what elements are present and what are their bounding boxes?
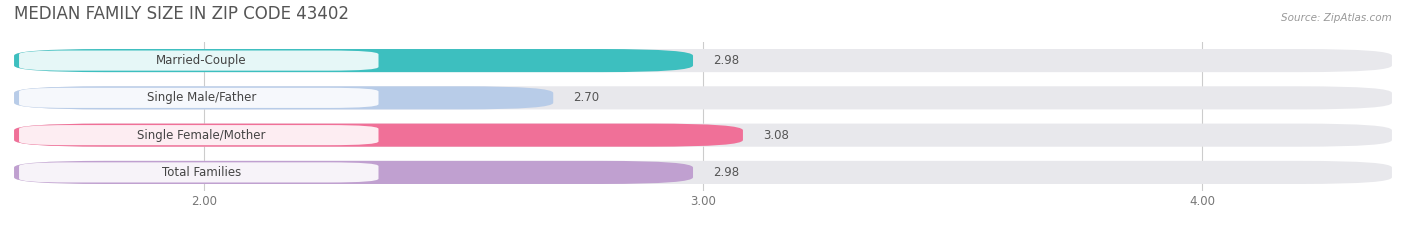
FancyBboxPatch shape <box>20 162 378 182</box>
FancyBboxPatch shape <box>20 88 378 108</box>
Text: Married-Couple: Married-Couple <box>156 54 246 67</box>
FancyBboxPatch shape <box>14 161 693 184</box>
Text: Single Male/Father: Single Male/Father <box>146 91 256 104</box>
FancyBboxPatch shape <box>14 161 1392 184</box>
FancyBboxPatch shape <box>14 49 693 72</box>
Text: Source: ZipAtlas.com: Source: ZipAtlas.com <box>1281 13 1392 23</box>
FancyBboxPatch shape <box>14 86 1392 110</box>
Text: MEDIAN FAMILY SIZE IN ZIP CODE 43402: MEDIAN FAMILY SIZE IN ZIP CODE 43402 <box>14 5 349 23</box>
Text: 2.70: 2.70 <box>574 91 599 104</box>
Text: Total Families: Total Families <box>162 166 240 179</box>
Text: 2.98: 2.98 <box>713 166 740 179</box>
FancyBboxPatch shape <box>20 51 378 71</box>
FancyBboxPatch shape <box>14 123 1392 147</box>
FancyBboxPatch shape <box>14 123 742 147</box>
FancyBboxPatch shape <box>14 86 553 110</box>
FancyBboxPatch shape <box>14 49 1392 72</box>
FancyBboxPatch shape <box>20 125 378 145</box>
Text: Single Female/Mother: Single Female/Mother <box>136 129 266 142</box>
Text: 2.98: 2.98 <box>713 54 740 67</box>
Text: 3.08: 3.08 <box>763 129 789 142</box>
